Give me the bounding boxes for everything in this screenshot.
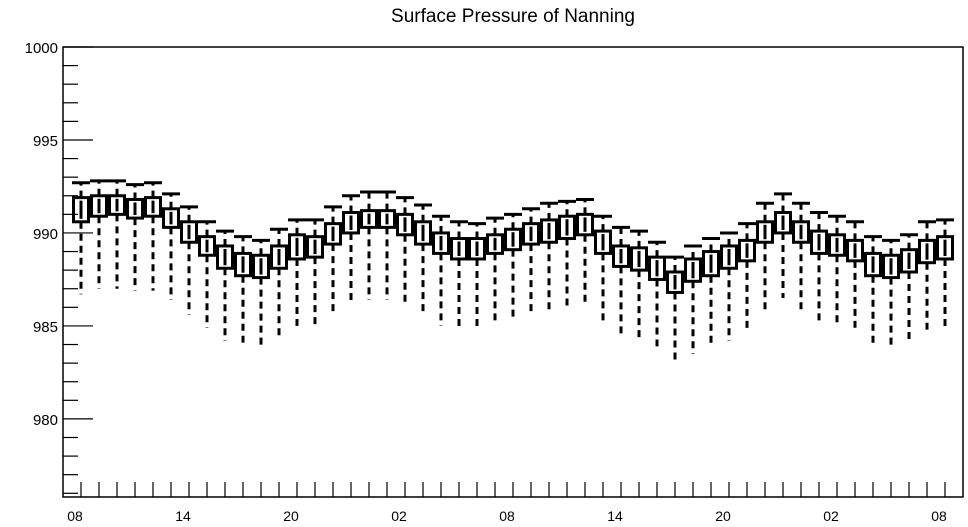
x-tick-label: 20 xyxy=(283,508,299,524)
axes: 980 985 990 995 1000 08 14 20 02 08 14 20 02 08 xyxy=(25,40,947,524)
box-23 xyxy=(486,216,504,325)
box-30 xyxy=(612,225,630,334)
x-tick-label: 02 xyxy=(391,508,407,524)
box-13 xyxy=(306,218,324,326)
box-3 xyxy=(126,183,144,291)
box-25 xyxy=(522,207,540,315)
box-19 xyxy=(414,203,432,313)
box-18 xyxy=(396,196,414,306)
box-45 xyxy=(882,238,900,349)
box-22 xyxy=(468,222,486,328)
box-4 xyxy=(144,181,162,291)
box-8 xyxy=(216,229,234,341)
box-38 xyxy=(756,201,774,310)
y-tick-label: 995 xyxy=(33,133,58,150)
box-39 xyxy=(774,192,792,299)
box-10 xyxy=(252,238,270,349)
box-40 xyxy=(792,201,810,312)
x-tick-label: 08 xyxy=(499,508,515,524)
box-29 xyxy=(594,214,612,323)
x-tick-label: 08 xyxy=(67,508,83,524)
box-5 xyxy=(162,192,180,300)
box-24 xyxy=(504,212,522,321)
box-26 xyxy=(540,201,558,310)
box-35 xyxy=(702,237,720,345)
y-tick-label: 980 xyxy=(33,412,58,429)
box-36 xyxy=(720,231,738,341)
plot-frame xyxy=(62,46,964,498)
box-7 xyxy=(198,220,216,328)
box-16 xyxy=(360,190,378,300)
x-tick-label: 14 xyxy=(607,508,623,524)
box-47 xyxy=(918,220,936,330)
chart-title: Surface Pressure of Nanning xyxy=(391,6,635,27)
box-27 xyxy=(558,199,576,308)
y-tick-label: 1000 xyxy=(25,40,58,57)
box-21 xyxy=(450,220,468,330)
box-17 xyxy=(378,190,396,300)
box-series xyxy=(72,179,954,362)
box-43 xyxy=(846,220,864,328)
box-31 xyxy=(630,229,648,338)
x-tick-label: 02 xyxy=(823,508,839,524)
box-20 xyxy=(432,214,450,326)
plot-area xyxy=(62,46,964,498)
box-37 xyxy=(738,222,756,330)
box-14 xyxy=(324,205,342,313)
x-tick-label: 08 xyxy=(931,508,947,524)
y-tick-label: 990 xyxy=(33,226,58,243)
box-28 xyxy=(576,197,594,304)
box-48 xyxy=(936,218,954,328)
box-46 xyxy=(900,233,918,343)
box-34 xyxy=(684,244,702,354)
box-9 xyxy=(234,235,252,343)
x-tick-label: 20 xyxy=(715,508,731,524)
box-15 xyxy=(342,194,360,302)
box-0 xyxy=(72,181,90,295)
box-11 xyxy=(270,227,288,336)
box-42 xyxy=(828,214,846,323)
box-2 xyxy=(108,179,126,289)
box-6 xyxy=(180,205,198,315)
box-1 xyxy=(90,179,108,289)
box-33 xyxy=(666,255,684,362)
box-44 xyxy=(864,235,882,347)
box-12 xyxy=(288,218,306,326)
x-tick-label: 14 xyxy=(175,508,191,524)
box-41 xyxy=(810,210,828,321)
box-32 xyxy=(648,240,666,347)
y-tick-label: 985 xyxy=(33,319,58,336)
